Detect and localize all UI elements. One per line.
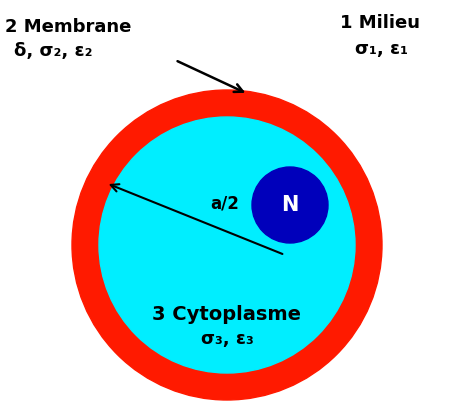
Text: 3 Cytoplasme: 3 Cytoplasme [153,305,301,324]
Circle shape [252,167,328,243]
Text: 2 Membrane: 2 Membrane [5,18,131,36]
Circle shape [72,90,382,400]
Circle shape [99,117,355,373]
Text: 1 Milieu: 1 Milieu [340,14,420,32]
Text: σ₁, ε₁: σ₁, ε₁ [355,40,408,58]
Text: N: N [281,195,299,215]
Text: σ₃, ε₃: σ₃, ε₃ [201,330,253,348]
Text: a/2: a/2 [211,194,239,212]
Text: δ, σ₂, ε₂: δ, σ₂, ε₂ [14,42,93,60]
